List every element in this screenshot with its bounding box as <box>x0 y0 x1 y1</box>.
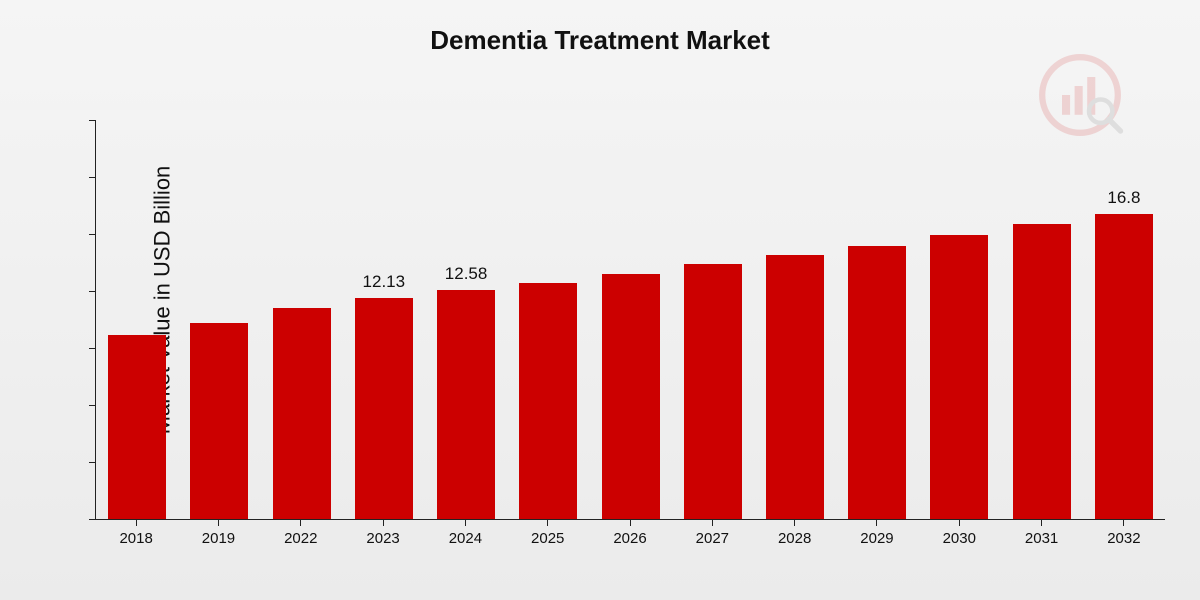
bar <box>766 255 824 519</box>
x-tick-label: 2024 <box>449 530 482 547</box>
bar <box>1013 224 1071 519</box>
bar <box>848 246 906 519</box>
x-tick-wrap: 2028 <box>754 520 836 550</box>
bars-container: 12.1312.58 16.8 <box>96 120 1165 519</box>
bar <box>273 308 331 519</box>
bar-wrap <box>96 120 178 519</box>
x-tick-label: 2027 <box>696 530 729 547</box>
x-tick-mark <box>630 520 631 526</box>
x-tick-label: 2030 <box>943 530 976 547</box>
x-tick-mark <box>876 520 877 526</box>
bar-value-label: 12.58 <box>425 264 507 284</box>
x-tick-label: 2019 <box>202 530 235 547</box>
x-tick-mark <box>383 520 384 526</box>
x-tick-label: 2031 <box>1025 530 1058 547</box>
x-tick-label: 2025 <box>531 530 564 547</box>
x-tick-label: 2023 <box>366 530 399 547</box>
x-tick-wrap: 2031 <box>1000 520 1082 550</box>
bar-value-label: 12.13 <box>343 272 425 292</box>
x-tick-wrap: 2032 <box>1083 520 1165 550</box>
bar <box>108 335 166 519</box>
x-tick-wrap: 2025 <box>507 520 589 550</box>
x-tick-wrap: 2018 <box>95 520 177 550</box>
bar <box>1095 214 1153 519</box>
bar-wrap: 16.8 <box>1083 120 1165 519</box>
bar <box>355 298 413 519</box>
x-tick-wrap: 2024 <box>424 520 506 550</box>
x-tick-mark <box>218 520 219 526</box>
x-tick-mark <box>794 520 795 526</box>
bar-wrap <box>836 120 918 519</box>
x-tick-mark <box>1123 520 1124 526</box>
x-tick-wrap: 2022 <box>260 520 342 550</box>
x-tick-mark <box>465 520 466 526</box>
x-axis: 2018 2019 2022 2023 2024 2025 2026 2027 2028 2029… <box>95 520 1165 550</box>
bar-wrap <box>754 120 836 519</box>
x-tick-wrap: 2023 <box>342 520 424 550</box>
x-tick-label: 2022 <box>284 530 317 547</box>
x-tick-label: 2032 <box>1107 530 1140 547</box>
bar <box>602 274 660 519</box>
bar-wrap <box>178 120 260 519</box>
bar-value-label: 16.8 <box>1083 188 1165 208</box>
x-tick-mark <box>300 520 301 526</box>
x-tick-mark <box>959 520 960 526</box>
bar-wrap <box>589 120 671 519</box>
x-tick-wrap: 2027 <box>671 520 753 550</box>
bar <box>930 235 988 519</box>
x-tick-wrap: 2030 <box>918 520 1000 550</box>
x-tick-label: 2026 <box>613 530 646 547</box>
x-tick-wrap: 2029 <box>836 520 918 550</box>
x-tick-wrap: 2019 <box>177 520 259 550</box>
x-tick-wrap: 2026 <box>589 520 671 550</box>
bar <box>190 323 248 519</box>
bar-wrap <box>507 120 589 519</box>
chart-title: Dementia Treatment Market <box>430 25 770 56</box>
x-tick-mark <box>136 520 137 526</box>
bar <box>684 264 742 519</box>
bar-wrap <box>672 120 754 519</box>
bar-wrap <box>1001 120 1083 519</box>
bar <box>437 290 495 519</box>
bar-wrap <box>918 120 1000 519</box>
bar-wrap: 12.13 <box>343 120 425 519</box>
bar-wrap: 12.58 <box>425 120 507 519</box>
plot-area: 12.1312.58 16.8 <box>95 120 1165 520</box>
x-tick-label: 2028 <box>778 530 811 547</box>
x-tick-label: 2029 <box>860 530 893 547</box>
x-tick-mark <box>712 520 713 526</box>
bar <box>519 283 577 519</box>
x-tick-label: 2018 <box>119 530 152 547</box>
x-tick-mark <box>1041 520 1042 526</box>
x-tick-mark <box>547 520 548 526</box>
bar-wrap <box>260 120 342 519</box>
